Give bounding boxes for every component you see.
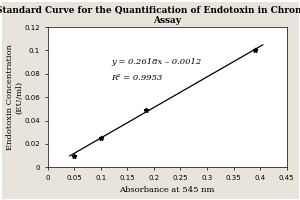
Title: Standard Curve for the Quantification of Endotoxin in Chromogenic
Assay: Standard Curve for the Quantification of… [0,6,300,25]
Y-axis label: Endotoxin Concentration
(EU/ml): Endotoxin Concentration (EU/ml) [6,44,23,150]
X-axis label: Absorbance at 545 nm: Absorbance at 545 nm [119,186,215,194]
Text: R² = 0.9953: R² = 0.9953 [111,74,163,82]
Text: y = 0.2618x – 0.0012: y = 0.2618x – 0.0012 [111,58,202,66]
